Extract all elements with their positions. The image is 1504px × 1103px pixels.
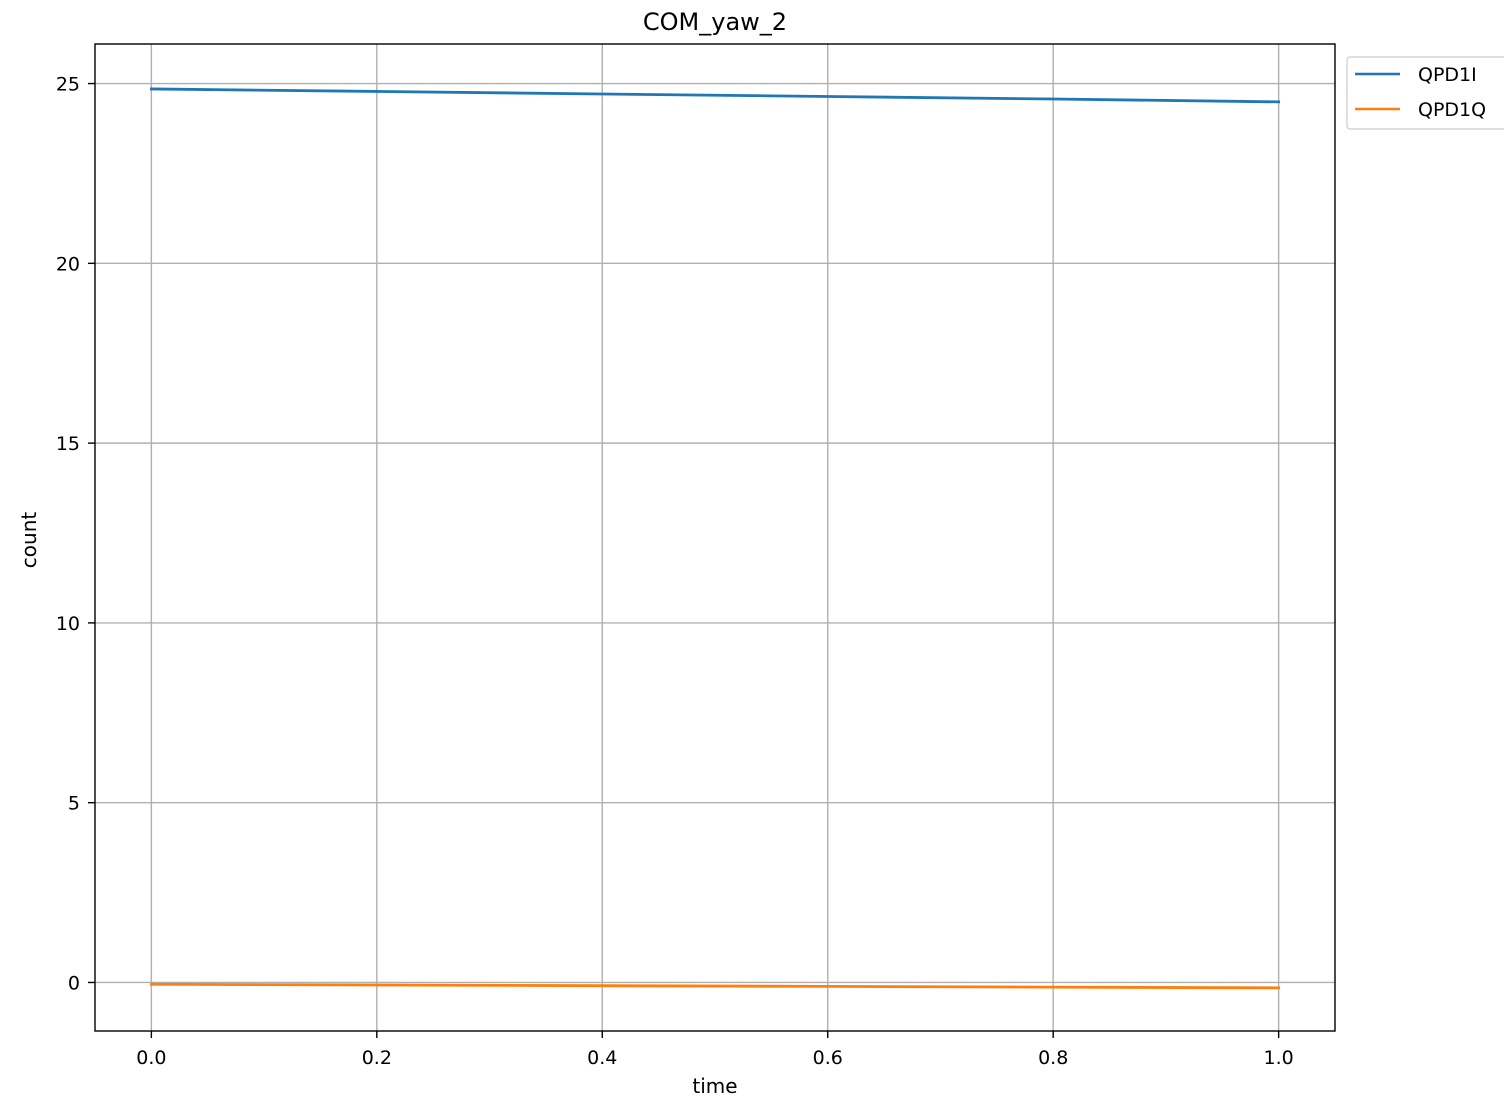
plot-area: [95, 44, 1335, 1031]
y-axis-title: count: [17, 512, 41, 569]
x-tick-label: 0.4: [587, 1047, 617, 1069]
y-tick-label: 20: [56, 253, 80, 275]
grid: [95, 44, 1335, 1031]
x-tick-label: 0.8: [1038, 1047, 1068, 1069]
x-tick-label: 0.0: [136, 1047, 166, 1069]
chart-title: COM_yaw_2: [643, 8, 787, 36]
plot-frame: [94, 43, 1336, 1032]
legend: QPD1I QPD1Q: [1346, 56, 1504, 130]
x-tick-label: 0.2: [362, 1047, 392, 1069]
series-layer: [149, 87, 1281, 990]
x-tick-label: 0.6: [813, 1047, 843, 1069]
series-line-qpd1q: [149, 982, 1281, 990]
series-line-qpd1i: [149, 87, 1281, 104]
y-tick-label: 15: [56, 433, 80, 455]
x-tick-label: 1.0: [1264, 1047, 1294, 1069]
x-axis-title: time: [692, 1074, 737, 1098]
y-tick-label: 5: [68, 793, 80, 815]
y-tick-label: 25: [56, 74, 80, 96]
axis-ticks: 0.0 0.2 0.4 0.6 0.8 1.0 0 5 10 15 20 25: [56, 74, 1294, 1069]
y-tick-label: 0: [68, 972, 80, 994]
legend-label-qpd1q: QPD1Q: [1418, 99, 1486, 121]
legend-label-qpd1i: QPD1I: [1418, 64, 1477, 86]
y-tick-label: 10: [56, 613, 80, 635]
